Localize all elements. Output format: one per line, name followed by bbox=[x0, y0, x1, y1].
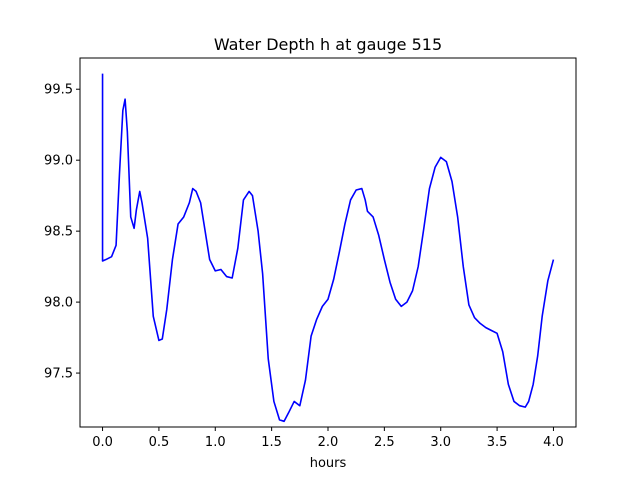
y-tick-label: 99.0 bbox=[44, 154, 73, 169]
x-tick-label: 2.5 bbox=[374, 435, 395, 450]
x-axis-label: hours bbox=[310, 456, 347, 471]
x-tick-label: 4.0 bbox=[543, 435, 564, 450]
x-tick-label: 2.0 bbox=[318, 435, 339, 450]
axes-frame bbox=[79, 57, 577, 428]
y-tick-label: 99.5 bbox=[44, 83, 73, 98]
x-tick-label: 3.0 bbox=[430, 435, 451, 450]
x-tick-label: 0.5 bbox=[149, 435, 170, 450]
chart-title: Water Depth h at gauge 515 bbox=[214, 35, 442, 54]
x-tick-label: 3.5 bbox=[487, 435, 508, 450]
y-tick-label: 98.5 bbox=[44, 225, 73, 240]
y-axis: 97.5 98.0 98.5 99.0 99.5 bbox=[44, 83, 80, 382]
y-tick-label: 97.5 bbox=[44, 367, 73, 382]
plot-area bbox=[101, 73, 555, 423]
y-tick-label: 98.0 bbox=[44, 296, 73, 311]
x-axis: 0.0 0.5 1.0 1.5 2.0 2.5 3.0 3.5 4.0 bbox=[92, 427, 564, 450]
x-tick-label: 1.5 bbox=[261, 435, 282, 450]
x-tick-label: 0.0 bbox=[92, 435, 113, 450]
series-line-0 bbox=[101, 73, 555, 423]
x-tick-label: 1.0 bbox=[205, 435, 226, 450]
